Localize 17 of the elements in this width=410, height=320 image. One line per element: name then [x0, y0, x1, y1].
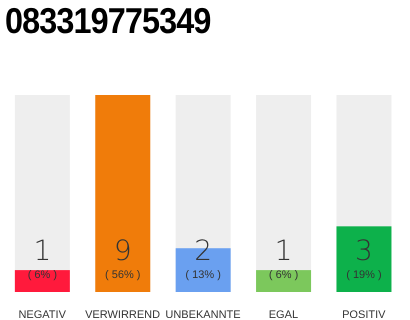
x-tick-label: POSITIV	[342, 308, 386, 320]
annotation: ( 6% )	[268, 269, 298, 281]
data-label: 3	[355, 234, 373, 267]
chart-title: 083319775349	[5, 0, 210, 42]
data-label: 9	[114, 234, 132, 267]
x-tick-label: VERWIRREND	[85, 308, 160, 320]
x-tick-label: NEGATIV	[18, 308, 67, 320]
annotation: ( 19% )	[346, 269, 382, 281]
bar	[14, 270, 70, 292]
annotation: ( 6% )	[28, 269, 58, 281]
x-tick-label: UNBEKANNTE	[165, 308, 241, 320]
annotation: ( 13% )	[185, 269, 221, 281]
data-label: 1	[274, 234, 292, 267]
x-tick-label: EGAL	[268, 308, 298, 320]
data-label: 1	[33, 234, 52, 267]
bar	[256, 270, 312, 292]
annotation: ( 56% )	[105, 269, 140, 281]
